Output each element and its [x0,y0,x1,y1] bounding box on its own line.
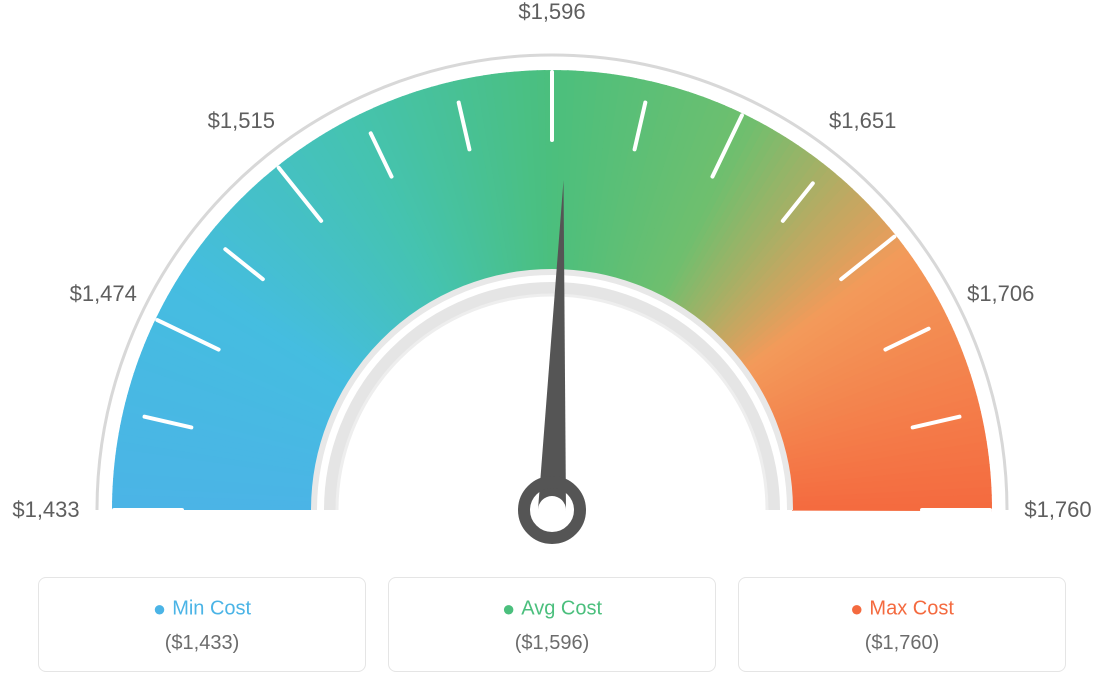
scale-label: $1,515 [208,108,275,134]
legend-value-min: ($1,433) [49,632,355,655]
legend-title-text: Max Cost [869,597,953,619]
scale-label: $1,651 [829,108,896,134]
dot-icon: ● [850,596,863,621]
needle-hub-inner [538,496,566,524]
legend-value-max: ($1,760) [749,632,1055,655]
legend-title-avg: ● Avg Cost [399,596,705,622]
legend-card-min: ● Min Cost ($1,433) [38,577,366,672]
dot-icon: ● [502,596,515,621]
legend-card-max: ● Max Cost ($1,760) [738,577,1066,672]
legend-title-text: Min Cost [172,597,251,619]
legend-title-max: ● Max Cost [749,596,1055,622]
legend-title-min: ● Min Cost [49,596,355,622]
gauge-svg [0,0,1104,560]
legend-value-avg: ($1,596) [399,632,705,655]
scale-label: $1,760 [1024,497,1091,523]
legend-row: ● Min Cost ($1,433) ● Avg Cost ($1,596) ● M… [38,577,1066,672]
scale-label: $1,433 [12,497,79,523]
legend-title-text: Avg Cost [521,597,602,619]
scale-label: $1,706 [967,281,1034,307]
legend-card-avg: ● Avg Cost ($1,596) [388,577,716,672]
scale-label: $1,596 [518,0,585,25]
cost-gauge-widget: $1,433 $1,474 $1,515 $1,596 $1,651 $1,706 $1,7… [0,0,1104,690]
gauge-chart: $1,433 $1,474 $1,515 $1,596 $1,651 $1,706 $1,7… [0,0,1104,560]
scale-label: $1,474 [70,281,137,307]
dot-icon: ● [153,596,166,621]
